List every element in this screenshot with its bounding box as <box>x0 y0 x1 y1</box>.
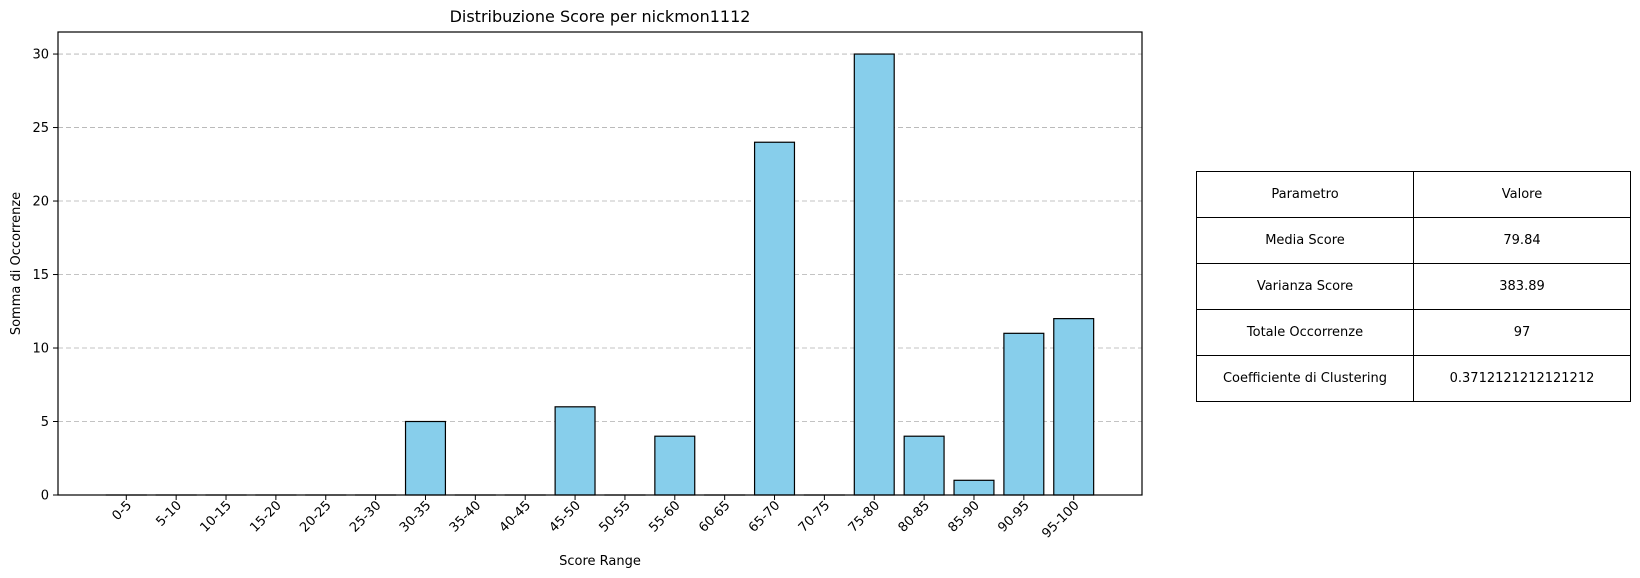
bars <box>105 53 1095 496</box>
x-axis-label: Score Range <box>559 554 641 569</box>
x-tick-label: 55-60 <box>646 498 683 535</box>
bar-30-35 <box>404 420 447 496</box>
stats-table: Parametro Valore Media Score 79.84 Varia… <box>1196 171 1631 402</box>
y-tick-label: 25 <box>32 121 49 136</box>
table-header-cell: Parametro <box>1196 171 1414 218</box>
bar-90-95 <box>1003 332 1045 496</box>
table-row: Media Score 79.84 <box>1196 217 1631 264</box>
x-tick-label: 35-40 <box>447 498 484 535</box>
plot-area-frame <box>57 31 1143 496</box>
x-tick-label: 80-85 <box>896 498 933 535</box>
y-tick-label: 0 <box>41 489 49 504</box>
y-tick-label: 20 <box>32 195 49 210</box>
x-tick-label: 15-20 <box>247 498 284 535</box>
table-cell-value: 383.89 <box>1413 263 1631 310</box>
x-tick-label: 95-100 <box>1039 498 1082 541</box>
x-tick-label: 45-50 <box>547 498 584 535</box>
x-tick-label: 65-70 <box>746 498 783 535</box>
x-tick-label: 25-30 <box>347 498 384 535</box>
table-cell-parameter: Coefficiente di Clustering <box>1196 355 1414 402</box>
table-cell-value: 97 <box>1413 309 1631 356</box>
bar-85-90 <box>953 479 995 496</box>
x-tick-label: 10-15 <box>198 498 235 535</box>
bar-75-80 <box>853 53 895 496</box>
bar-95-100 <box>1053 318 1095 496</box>
y-tick-label: 15 <box>32 268 49 283</box>
table-cell-value: 79.84 <box>1413 217 1631 264</box>
table-header-cell: Valore <box>1413 171 1631 218</box>
bar-55-60 <box>654 435 696 496</box>
y-tick-label: 5 <box>41 415 49 430</box>
chart-title: Distribuzione Score per nickmon1112 <box>450 7 751 26</box>
x-axis-ticks: 0-5 5-10 10-15 15-20 20-25 25-30 30-35 35-40 40-… <box>109 495 1083 541</box>
x-tick-label: 75-80 <box>846 498 883 535</box>
x-tick-label: 60-65 <box>696 498 733 535</box>
x-tick-label: 90-95 <box>995 498 1032 535</box>
table-row: Coefficiente di Clustering 0.37121212121… <box>1196 355 1631 402</box>
x-tick-label: 0-5 <box>109 498 135 524</box>
x-tick-label: 50-55 <box>596 498 633 535</box>
x-tick-label: 30-35 <box>397 498 434 535</box>
y-tick-label: 10 <box>32 342 49 357</box>
y-axis-label: Somma di Occorrenze <box>9 192 24 335</box>
table-header-row: Parametro Valore <box>1196 171 1631 218</box>
bar-80-85 <box>903 435 945 496</box>
x-tick-label: 20-25 <box>297 498 334 535</box>
table-cell-parameter: Media Score <box>1196 217 1414 264</box>
x-tick-label: 70-75 <box>796 498 833 535</box>
table-cell-value: 0.3712121212121212 <box>1413 355 1631 402</box>
table-row: Varianza Score 383.89 <box>1196 263 1631 310</box>
table-cell-parameter: Varianza Score <box>1196 263 1414 310</box>
bar-45-50 <box>554 406 596 496</box>
bar-65-70 <box>753 141 796 496</box>
table-cell-parameter: Totale Occorrenze <box>1196 309 1414 356</box>
x-tick-label: 5-10 <box>154 498 185 529</box>
x-tick-label: 40-45 <box>497 498 534 535</box>
table-row: Totale Occorrenze 97 <box>1196 309 1631 356</box>
y-tick-label: 30 <box>32 48 49 63</box>
grid-lines <box>58 53 1142 422</box>
y-axis-ticks: 0 5 10 15 20 25 30 <box>32 48 58 504</box>
x-tick-label: 85-90 <box>945 498 982 535</box>
